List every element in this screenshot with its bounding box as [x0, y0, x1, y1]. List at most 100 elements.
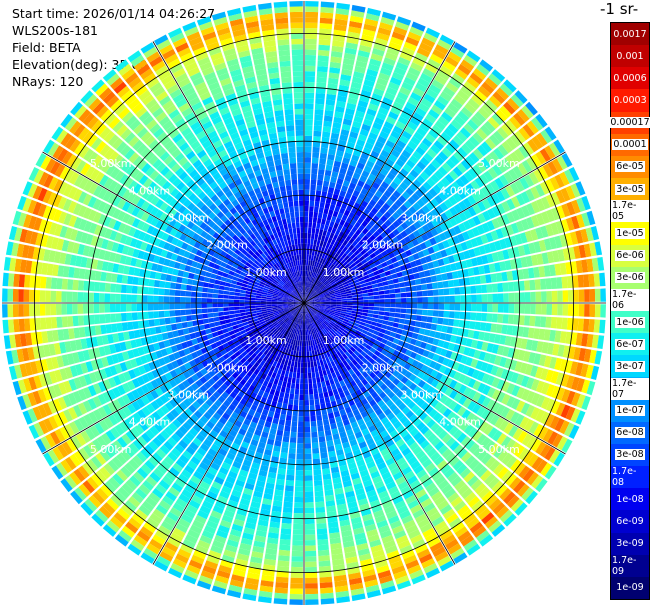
ray-gate: [377, 282, 384, 287]
ray-gate: [426, 316, 433, 323]
ray-gate: [424, 358, 432, 367]
ray-gate: [539, 444, 551, 458]
ray-gate: [429, 53, 444, 65]
ray-gate: [333, 333, 339, 339]
ray-gate: [460, 355, 468, 365]
ray-gate: [373, 310, 380, 315]
ray-gate: [209, 322, 216, 328]
ray-gate: [496, 345, 505, 356]
ray-gate: [336, 281, 343, 286]
ray-gate: [368, 173, 377, 182]
ray-gate: [358, 360, 365, 367]
ray-gate: [385, 351, 393, 359]
ray-gate: [309, 399, 315, 406]
ray-gate: [420, 195, 430, 205]
ray-gate: [305, 308, 307, 314]
ray-gate: [339, 287, 345, 292]
ray-gate: [312, 292, 317, 297]
ray-gate: [218, 316, 225, 321]
ray-gate: [372, 230, 380, 238]
ray-gate: [325, 402, 332, 409]
ray-gate: [551, 385, 561, 399]
ray-gate: [356, 314, 362, 319]
ray-gate: [421, 224, 430, 233]
ray-gate: [376, 112, 387, 121]
ray-gate: [478, 265, 485, 275]
ray-gate: [392, 369, 400, 378]
ray-gate: [455, 178, 465, 189]
ray-gate: [357, 297, 364, 300]
ray-gate: [549, 237, 557, 250]
ray-gate: [518, 280, 525, 291]
ray-gate: [294, 486, 304, 492]
ray-gate: [500, 436, 512, 448]
ray-gate: [406, 303, 412, 309]
ray-gate: [412, 368, 421, 376]
ray-gate: [325, 104, 335, 112]
ray-gate: [552, 250, 560, 263]
ray-gate: [341, 384, 348, 392]
ray-gate: [342, 353, 348, 360]
ray-gate: [309, 195, 315, 202]
ray-gate: [388, 111, 399, 120]
ray-gate: [266, 304, 272, 307]
ray-gate: [415, 450, 426, 460]
ray-gate: [451, 327, 459, 335]
ray-gate: [401, 298, 407, 303]
ray-gate: [316, 288, 321, 293]
ray-gate: [339, 250, 345, 257]
ray-gate: [366, 407, 375, 415]
ray-gate: [354, 243, 361, 250]
ray-gate: [567, 304, 574, 316]
ray-gate: [494, 417, 505, 429]
ray-gate: [384, 298, 391, 303]
ray-gate: [439, 265, 447, 274]
ray-gate: [311, 157, 319, 164]
ray-gate: [511, 398, 521, 410]
ray-gate: [394, 96, 406, 106]
ray-gate: [497, 127, 509, 140]
ray-gate: [496, 87, 510, 101]
ray-gate: [333, 352, 339, 359]
ray-gate: [310, 415, 316, 422]
ray-gate: [364, 523, 377, 532]
ray-gate: [401, 514, 414, 525]
ray-gate: [568, 424, 580, 439]
ray-gate: [385, 52, 398, 61]
ray-gate: [352, 305, 358, 309]
ray-gate: [333, 116, 343, 124]
ray-gate: [426, 88, 439, 99]
ray-gate: [554, 357, 563, 371]
ray-gate: [343, 209, 351, 217]
ray-gate: [430, 388, 440, 398]
ray-gate: [422, 181, 432, 191]
ray-gate: [328, 314, 334, 318]
ray-gate: [410, 285, 417, 292]
ray-gate: [432, 260, 440, 268]
ray-gate: [313, 344, 317, 351]
ray-gate: [479, 275, 487, 284]
ray-gate: [338, 316, 345, 321]
ray-gate: [392, 190, 401, 199]
ray-gate: [305, 588, 319, 595]
ray-gate: [445, 513, 459, 524]
ray-gate: [348, 368, 355, 376]
ray-gate: [470, 257, 478, 267]
ray-gate: [481, 303, 488, 312]
ray-gate: [373, 306, 380, 311]
ray-gate: [310, 238, 314, 245]
ray-gate: [324, 429, 332, 437]
ray-gate: [441, 111, 453, 123]
ray-gate: [312, 355, 317, 362]
ray-gate: [343, 345, 350, 351]
ray-gate: [497, 449, 509, 462]
ray-gate: [519, 362, 528, 374]
ray-gate: [347, 411, 354, 419]
ray-gate: [315, 332, 320, 339]
ray-gate: [489, 414, 500, 426]
ray-gate: [533, 423, 544, 437]
ray-gate: [341, 307, 347, 310]
ray-gate: [404, 388, 413, 397]
ray-gate: [520, 338, 528, 350]
ray-gate: [312, 292, 318, 297]
